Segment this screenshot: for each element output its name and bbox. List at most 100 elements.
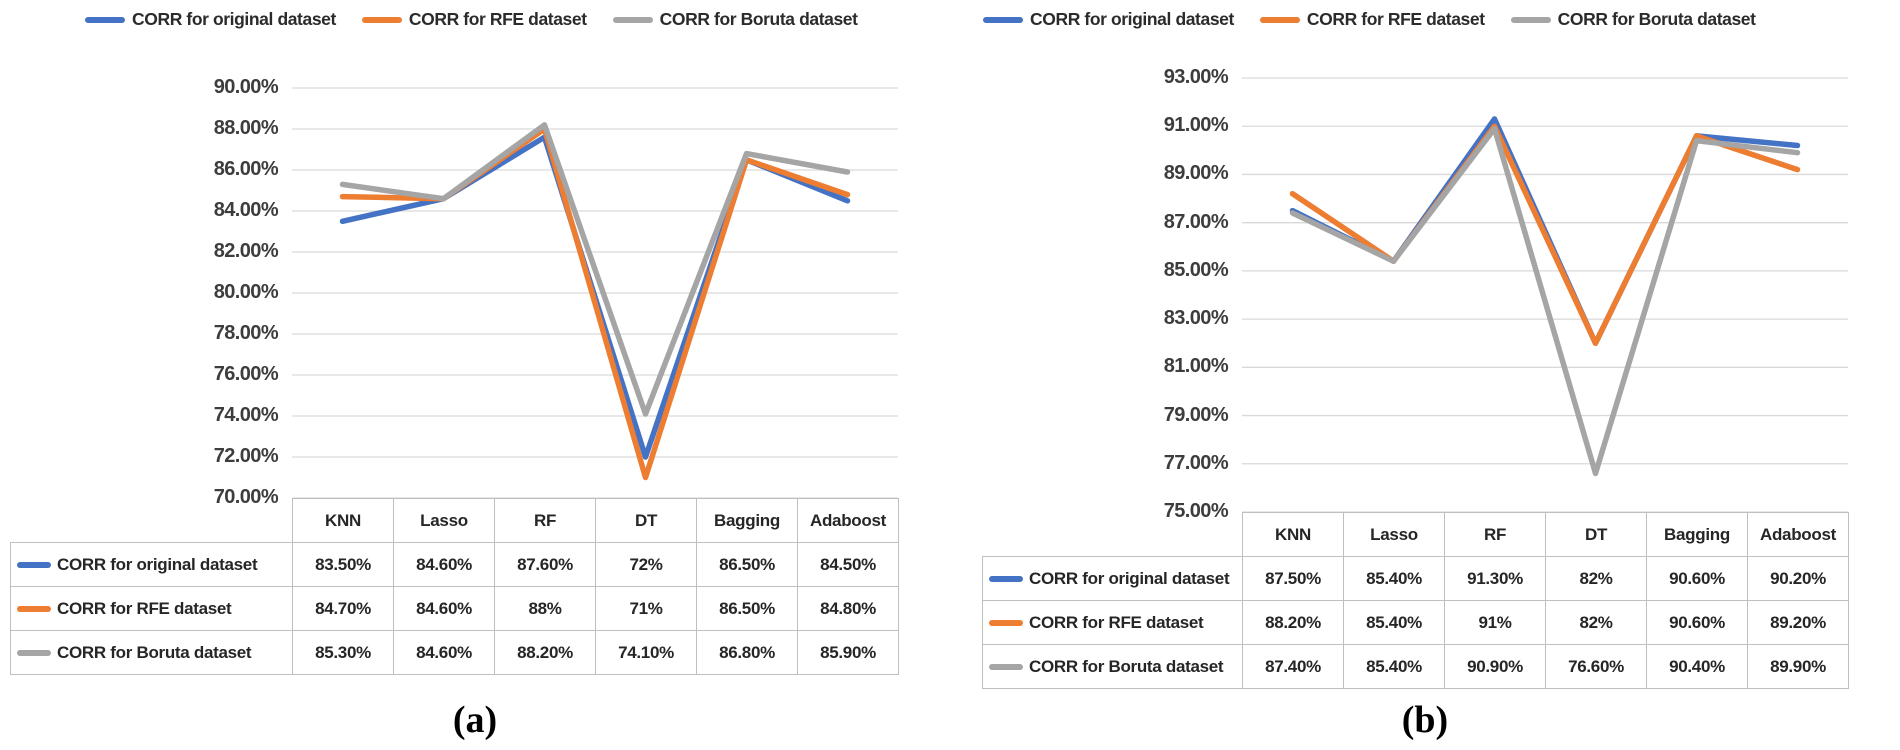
value-cell: 84.60% [393, 586, 495, 631]
value-cell: 84.60% [393, 542, 495, 587]
value-cell: 87.50% [1242, 556, 1344, 601]
row-key-line-swatch [17, 562, 51, 569]
y-tick-label: 77.00% [1163, 451, 1229, 474]
value-cell: 85.90% [797, 630, 899, 675]
value-cell: 90.40% [1646, 644, 1748, 689]
row-label-cell: CORR for original dataset [10, 542, 293, 587]
column-header: RF [494, 498, 596, 543]
table-row: CORR for original dataset 83.50% 84.60% 87.… [10, 542, 899, 587]
legend-item: CORR for original dataset [85, 9, 336, 30]
y-tick-label: 93.00% [1163, 66, 1229, 88]
column-header: KNN [292, 498, 394, 543]
column-header: KNN [1242, 512, 1344, 557]
legend-label: CORR for RFE dataset [408, 9, 587, 29]
value-cell: 84.70% [292, 586, 394, 631]
column-header: Bagging [1646, 512, 1748, 557]
value-cell: 74.10% [595, 630, 697, 675]
legend-line-swatch [612, 16, 653, 23]
value-cell: 90.90% [1444, 644, 1546, 689]
value-cell: 90.20% [1747, 556, 1849, 601]
value-cell: 85.40% [1343, 600, 1445, 645]
y-tick-label: 72.00% [213, 445, 279, 467]
row-label: CORR for RFE dataset [1029, 612, 1204, 632]
table-row: CORR for Boruta dataset 87.40% 85.40% 90.90… [982, 644, 1849, 689]
value-cell: 87.60% [494, 542, 596, 587]
value-cell: 91.30% [1444, 556, 1546, 601]
y-tick-label: 90.00% [213, 76, 279, 98]
legend-label: CORR for Boruta dataset [1557, 9, 1756, 29]
legend-line-swatch [85, 16, 125, 23]
legend-label: CORR for original dataset [1030, 9, 1234, 29]
row-key-line-swatch [989, 620, 1023, 627]
column-header: Bagging [696, 498, 798, 543]
row-label-cell: CORR for RFE dataset [982, 600, 1243, 645]
y-tick-label: 84.00% [213, 199, 279, 221]
series-line [339, 126, 851, 481]
figure-panel-a: CORR for original dataset CORR for RFE da… [0, 9, 899, 741]
y-tick-label: 89.00% [1163, 162, 1229, 185]
column-header: Lasso [393, 498, 495, 543]
column-header: Adaboost [797, 498, 899, 543]
row-key-line-swatch [17, 606, 51, 613]
y-tick-label: 75.00% [1163, 500, 1229, 522]
legend-item: CORR for Boruta dataset [1510, 9, 1756, 30]
figure-panel-b: CORR for original dataset CORR for RFE da… [950, 0, 1900, 750]
row-label: CORR for RFE dataset [57, 598, 232, 618]
value-cell: 86.50% [696, 542, 798, 587]
table-header-row: KNN Lasso RF DT Bagging Adaboost [11, 498, 899, 543]
y-tick-label: 88.00% [213, 117, 279, 139]
value-cell: 76.60% [1545, 644, 1647, 689]
value-cell: 85.30% [292, 630, 394, 675]
data-table: KNN Lasso RF DT Bagging Adaboost CORR for orig… [10, 498, 899, 675]
legend-item: CORR for Boruta dataset [612, 9, 858, 30]
value-cell: 85.40% [1343, 556, 1445, 601]
value-cell: 84.60% [393, 630, 495, 675]
value-cell: 84.80% [797, 586, 899, 631]
row-label: CORR for Boruta dataset [1029, 656, 1224, 676]
y-tick-label: 87.00% [1163, 210, 1229, 233]
value-cell: 90.60% [1646, 600, 1748, 645]
legend-item: CORR for original dataset [983, 9, 1234, 30]
value-cell: 86.80% [696, 630, 798, 675]
panel-caption: (b) [1401, 699, 1449, 741]
y-tick-label: 79.00% [1163, 403, 1229, 426]
column-header: Adaboost [1747, 512, 1849, 557]
legend-line-swatch [361, 16, 402, 23]
y-tick-label: 83.00% [1163, 307, 1229, 330]
value-cell: 90.60% [1646, 556, 1748, 601]
value-cell: 88.20% [1242, 600, 1344, 645]
value-cell: 84.50% [797, 542, 899, 587]
row-label-cell: CORR for Boruta dataset [982, 644, 1243, 689]
y-axis-labels: 93.00% 91.00% 89.00% 87.00% 85.00% 83.00% 81.0… [950, 66, 1229, 522]
value-cell: 85.40% [1343, 644, 1445, 689]
y-tick-label: 91.00% [1163, 114, 1229, 137]
y-tick-label: 82.00% [213, 240, 279, 262]
legend: CORR for original dataset CORR for RFE da… [983, 9, 1756, 30]
y-tick-label: 70.00% [213, 486, 279, 508]
value-cell: 88% [494, 586, 596, 631]
row-label-cell: CORR for Boruta dataset [10, 630, 293, 675]
legend-label: CORR for Boruta dataset [659, 9, 858, 29]
value-cell: 72% [595, 542, 697, 587]
y-tick-label: 86.00% [213, 158, 279, 180]
legend-item: CORR for RFE dataset [1259, 9, 1485, 30]
y-tick-label: 74.00% [213, 404, 279, 426]
row-label: CORR for original dataset [1029, 568, 1230, 588]
legend: CORR for original dataset CORR for RFE da… [85, 9, 858, 30]
table-header-row: KNN Lasso RF DT Bagging Adaboost [983, 512, 1849, 557]
y-axis-labels: 90.00% 88.00% 86.00% 84.00% 82.00% 80.00% 78.0… [0, 76, 279, 508]
row-label: CORR for original dataset [57, 554, 258, 574]
legend-line-swatch [1259, 16, 1300, 23]
table-corner-spacer [11, 499, 293, 543]
value-cell: 82% [1545, 600, 1647, 645]
y-tick-label: 81.00% [1163, 355, 1229, 378]
value-cell: 91% [1444, 600, 1546, 645]
series-line [1289, 125, 1801, 477]
line-chart [1242, 77, 1848, 513]
series-line [339, 122, 851, 417]
line-chart [292, 87, 898, 499]
value-cell: 89.90% [1747, 644, 1849, 689]
y-tick-label: 76.00% [213, 363, 279, 385]
column-header: RF [1444, 512, 1546, 557]
